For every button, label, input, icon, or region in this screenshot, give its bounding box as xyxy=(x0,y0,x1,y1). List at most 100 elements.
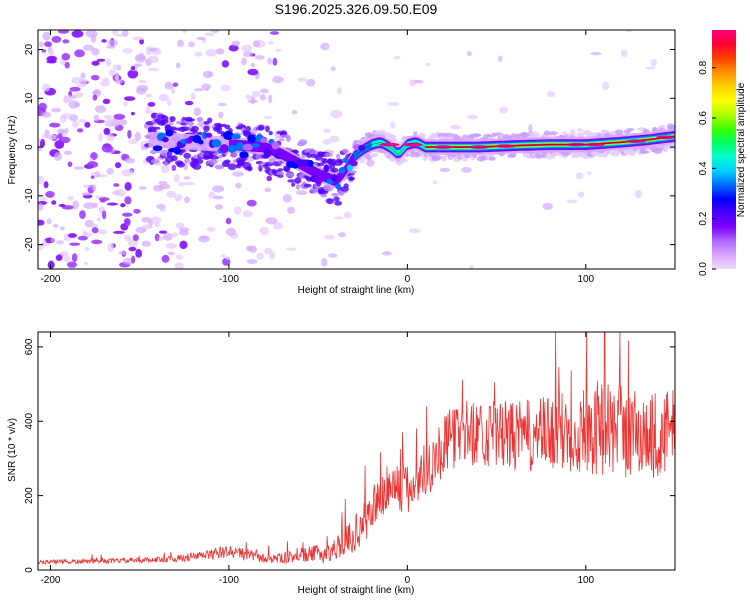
noise-blob xyxy=(63,94,73,103)
noise-blob xyxy=(128,138,138,145)
noise-blob xyxy=(133,208,141,214)
track-blob xyxy=(222,131,234,140)
track-blob xyxy=(346,164,354,172)
track-halo xyxy=(320,193,327,198)
noise-blob xyxy=(330,66,336,71)
noise-blob xyxy=(468,265,474,269)
noise-blob xyxy=(225,256,231,261)
noise-blob xyxy=(94,105,107,113)
noise-blob xyxy=(254,55,265,60)
noise-blob xyxy=(114,189,126,197)
track-halo xyxy=(257,124,265,131)
noise-blob xyxy=(90,34,97,43)
noise-blob xyxy=(82,184,93,188)
noise-blob xyxy=(67,233,77,238)
noise-blob xyxy=(199,235,210,240)
noise-blob xyxy=(183,176,191,180)
track-halo xyxy=(343,183,349,189)
noise-blob xyxy=(194,51,203,57)
noise-blob xyxy=(409,79,417,87)
track-halo xyxy=(359,157,366,164)
noise-blob xyxy=(147,55,159,64)
noise-blob xyxy=(175,222,185,229)
track-blob xyxy=(323,164,330,173)
noise-blob xyxy=(105,118,114,126)
noise-blob xyxy=(51,200,57,205)
noise-blob xyxy=(267,57,272,65)
noise-blob xyxy=(154,222,160,228)
noise-blob xyxy=(150,216,162,225)
noise-blob xyxy=(275,48,282,52)
noise-blob xyxy=(112,64,119,71)
noise-blob xyxy=(242,210,253,218)
noise-blob xyxy=(193,107,202,116)
noise-blob xyxy=(235,182,242,189)
snr-frame xyxy=(37,331,676,571)
noise-blob xyxy=(217,102,227,107)
noise-blob xyxy=(41,83,51,92)
noise-blob xyxy=(69,242,81,246)
track-halo xyxy=(152,126,161,130)
spectrogram-ytick-label: -10 xyxy=(24,188,35,203)
noise-blob xyxy=(137,80,147,84)
noise-blob xyxy=(59,250,69,257)
noise-blob xyxy=(91,226,99,234)
track-blob xyxy=(162,136,169,143)
noise-blob xyxy=(38,245,44,251)
track-halo xyxy=(164,119,169,124)
track-halo xyxy=(214,164,225,170)
noise-blob xyxy=(320,257,328,267)
noise-blob xyxy=(498,55,503,63)
noise-blob xyxy=(63,150,73,155)
track-halo xyxy=(348,170,357,174)
noise-blob xyxy=(75,91,84,98)
track-halo xyxy=(193,158,204,165)
noise-blob xyxy=(50,237,55,243)
noise-blob xyxy=(183,182,195,186)
chart-title: S196.2025.326.09.50.E09 xyxy=(275,1,438,17)
noise-blob xyxy=(265,217,278,225)
track-halo xyxy=(323,157,328,164)
noise-blob xyxy=(212,185,225,193)
noise-blob xyxy=(245,245,253,252)
noise-blob xyxy=(107,243,115,252)
noise-blob xyxy=(590,51,602,56)
track-halo xyxy=(615,129,624,135)
noise-blob xyxy=(80,72,86,79)
track-halo xyxy=(291,182,296,187)
noise-blob xyxy=(83,261,89,265)
track-halo xyxy=(168,121,174,126)
track-blob xyxy=(247,134,257,144)
noise-blob xyxy=(42,31,51,41)
track-halo xyxy=(316,162,325,167)
noise-blob xyxy=(211,30,220,33)
snr-xtick-label: -200 xyxy=(40,575,60,586)
noise-blob xyxy=(268,94,273,104)
track-halo xyxy=(294,177,302,184)
track-hotspot xyxy=(379,142,400,147)
noise-blob xyxy=(60,226,65,231)
noise-blob xyxy=(91,184,97,192)
track-blob xyxy=(201,131,208,140)
noise-blob xyxy=(297,77,307,82)
noise-blob xyxy=(202,70,213,79)
noise-blob xyxy=(390,121,396,129)
noise-blob xyxy=(145,50,152,56)
snr-xlabel: Height of straight line (km) xyxy=(298,585,415,596)
noise-blob xyxy=(204,87,209,92)
track-halo xyxy=(149,149,157,155)
noise-blob xyxy=(178,229,189,236)
track-blob xyxy=(165,129,174,137)
noise-blob xyxy=(93,114,100,122)
snr-ytick-label: 400 xyxy=(24,412,35,429)
noise-blob xyxy=(38,102,47,111)
noise-blob xyxy=(100,80,110,87)
track-blob xyxy=(260,137,267,143)
noise-blob xyxy=(101,210,107,220)
noise-blob xyxy=(243,51,253,58)
noise-blob xyxy=(82,44,94,51)
spectrogram-xtick-label: -200 xyxy=(40,274,60,285)
noise-blob xyxy=(136,84,149,92)
noise-blob xyxy=(135,248,143,258)
noise-blob xyxy=(87,161,99,168)
